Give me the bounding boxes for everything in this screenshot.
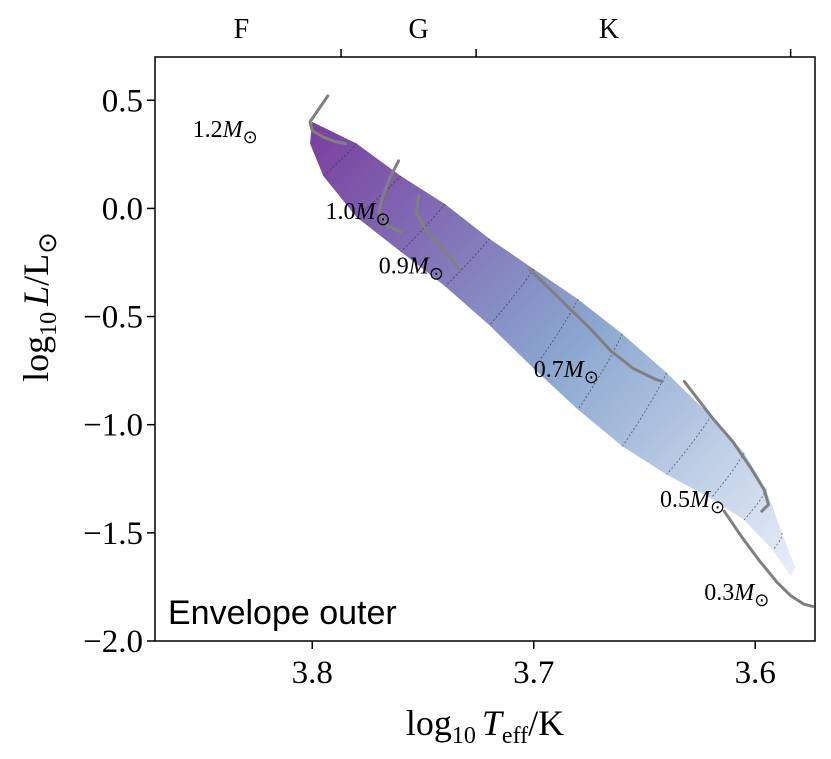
mass-label: 0.3M⊙ — [704, 580, 769, 610]
x-axis-label: log10 Teff/K — [406, 703, 564, 749]
x-axis-label-unit: /K — [528, 703, 564, 743]
y-axis-label-var: L — [16, 286, 56, 307]
contour-line — [489, 268, 535, 326]
track-1-2-msun — [308, 94, 347, 145]
y-tick-label: 0.5 — [102, 83, 143, 119]
mass-labels: 1.2M⊙ 1.0M⊙ 0.9M⊙ 0.7M⊙ 0.5M⊙ 0.3M⊙ — [193, 117, 770, 610]
mass-label: 0.7M⊙ — [534, 357, 599, 387]
mass-label: 1.2M⊙ — [193, 117, 258, 147]
y-axis-label-sym: ⊙ — [33, 232, 62, 254]
y-tick-label: 0.0 — [102, 191, 143, 227]
y-axis-label-unit: /L — [16, 254, 56, 286]
y-tick-label: −1.5 — [83, 516, 143, 552]
x-axis-ticks: 3.8 3.7 3.6 — [292, 641, 776, 691]
y-tick-label: −1.0 — [83, 408, 143, 444]
plot-frame — [154, 56, 816, 642]
track-0-9-msun — [414, 193, 463, 273]
x-axis-label-base: log — [406, 703, 452, 743]
x-axis-label-sub: 10 — [452, 723, 476, 749]
contour-line — [577, 333, 623, 410]
y-axis-label: log10 L/L⊙ — [16, 232, 62, 382]
contour-line — [356, 175, 402, 218]
contour-line — [444, 238, 490, 287]
contour-line — [772, 532, 783, 551]
contour-line — [710, 452, 745, 499]
x-tick-label: 3.6 — [735, 655, 776, 691]
y-axis-label-sub: 10 — [36, 312, 62, 336]
x-tick-label: 3.8 — [292, 655, 333, 691]
x-axis-label-var-sub: eff — [502, 723, 528, 749]
y-axis-ticks: 0.5 0.0 −0.5 −1.0 −1.5 −2.0 — [83, 83, 155, 660]
track-0-3-msun — [722, 509, 815, 608]
y-tick-label: −0.5 — [83, 300, 143, 336]
evolutionary-tracks — [308, 94, 815, 608]
spectral-class-label: K — [599, 14, 619, 45]
spectral-class-label: G — [408, 14, 428, 45]
contour-line — [621, 372, 667, 447]
track-0-5-msun — [682, 379, 770, 513]
contour-line — [743, 489, 767, 521]
y-tick-label: −2.0 — [83, 624, 143, 660]
contour-line — [400, 203, 446, 252]
x-axis-label-var: T — [482, 703, 505, 743]
contour-lines — [323, 143, 783, 551]
x-tick-label: 3.7 — [513, 655, 554, 691]
mass-label: 0.9M⊙ — [379, 253, 444, 283]
track-1-0-msun — [377, 159, 403, 234]
mass-label: 1.0M⊙ — [326, 199, 391, 229]
contour-line — [533, 299, 579, 369]
y-axis-label-base: log — [16, 336, 56, 382]
mass-label: 0.5M⊙ — [660, 487, 725, 517]
spectral-class-label: F — [234, 14, 250, 45]
panel-label: Envelope outer — [168, 594, 397, 632]
contour-line — [666, 415, 712, 475]
track-0-7-msun — [527, 267, 664, 383]
contour-line — [323, 143, 357, 177]
